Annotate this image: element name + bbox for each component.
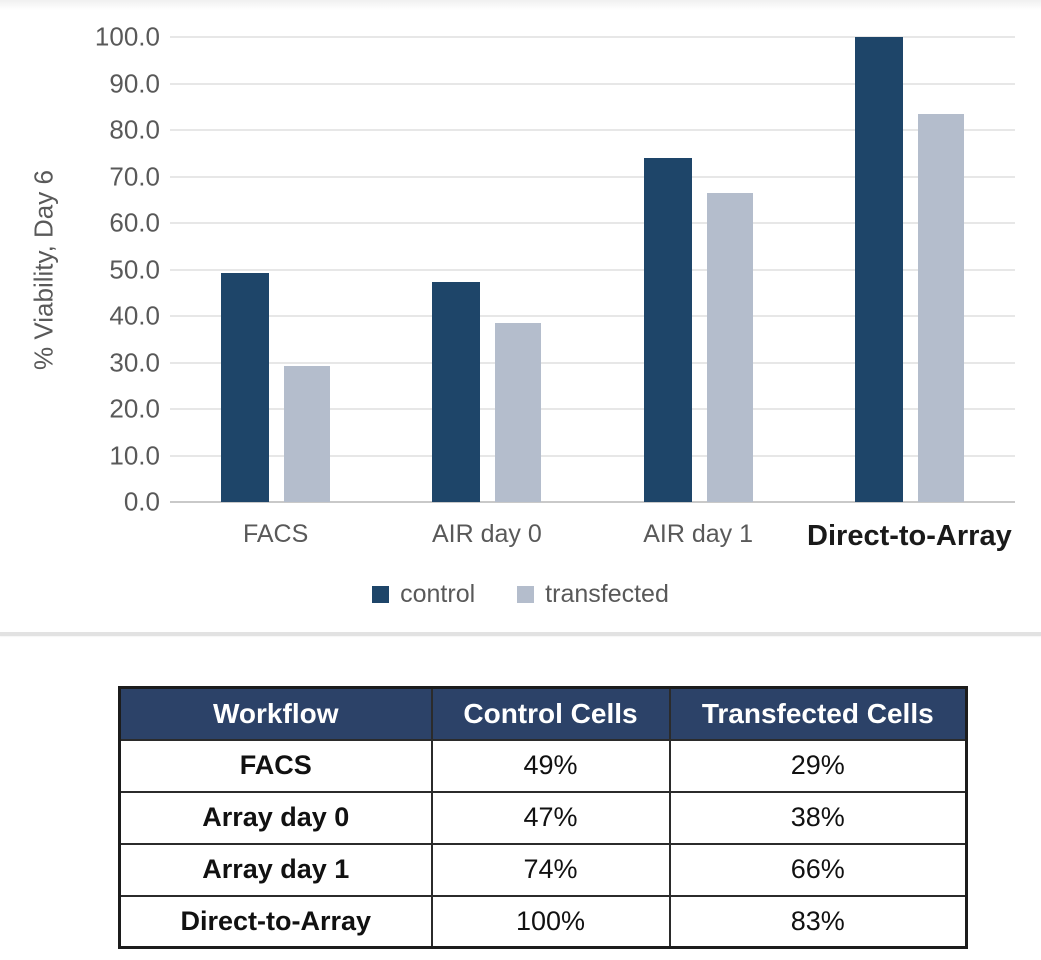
- bar-group-AIR day 0: [432, 282, 542, 502]
- cell-control-3: 100%: [430, 894, 671, 949]
- gridline-0: [170, 501, 1015, 503]
- legend-item-transfected: transfected: [517, 580, 669, 609]
- gridline-30: [170, 361, 1015, 364]
- bar-group-AIR day 1: [643, 157, 753, 502]
- bar-transfected-Direct-to-Array: [917, 113, 964, 502]
- x-label-AIR day 0: AIR day 0: [431, 520, 542, 548]
- y-tick-label-10: 10.0: [109, 440, 160, 470]
- y-tick-label-60: 60.0: [109, 207, 160, 238]
- y-tick-label-70: 70.0: [109, 161, 160, 191]
- legend-swatch-transfected: [517, 586, 535, 603]
- legend-swatch-control: [372, 586, 390, 603]
- y-tick-label-20: 20.0: [109, 393, 160, 424]
- table-row-Array day 1: Array day 1 74% 66%: [118, 842, 968, 897]
- plot-area: [170, 36, 1015, 503]
- bar-group-FACS: [221, 273, 331, 502]
- gridline-20: [170, 408, 1015, 410]
- cell-transfected-2: 66%: [668, 842, 968, 897]
- cell-transfected-0: 29%: [668, 738, 968, 793]
- gridline-40: [170, 315, 1015, 317]
- bar-control-Direct-to-Array: [854, 37, 903, 502]
- header-control-cells: Control Cells: [430, 686, 671, 741]
- table-header-row: Workflow Control Cells Transfected Cells: [118, 686, 968, 741]
- legend-item-control: control: [372, 580, 475, 609]
- y-tick-label-100: 100.0: [94, 21, 160, 52]
- legend-label-control: control: [400, 580, 476, 608]
- bar-transfected-AIR day 0: [495, 323, 542, 502]
- y-tick-label-80: 80.0: [109, 114, 160, 145]
- gridline-60: [170, 222, 1015, 224]
- cell-workflow-0: FACS: [118, 738, 433, 793]
- cell-transfected-3: 83%: [668, 894, 968, 949]
- cell-workflow-3: Direct-to-Array: [118, 894, 433, 949]
- x-label-AIR day 1: AIR day 1: [643, 520, 754, 548]
- chart-legend: control transfected: [0, 580, 1041, 609]
- y-tick-label-90: 90.0: [109, 68, 160, 98]
- y-tick-label-30: 30.0: [109, 347, 160, 377]
- y-axis-title: % Viability, Day 6: [28, 170, 59, 370]
- gridline-50: [170, 268, 1015, 271]
- gridline-100: [170, 36, 1015, 38]
- bar-transfected-FACS: [284, 366, 331, 502]
- cell-control-0: 49%: [430, 738, 671, 793]
- bar-group-Direct-to-Array: [854, 37, 964, 502]
- header-transfected-cells: Transfected Cells: [668, 686, 968, 741]
- table-row-FACS: FACS 49% 29%: [118, 738, 968, 793]
- bar-control-AIR day 1: [643, 157, 692, 502]
- section-divider: [0, 632, 1041, 636]
- gridline-70: [170, 175, 1015, 178]
- y-tick-label-0: 0.0: [123, 486, 160, 517]
- y-tick-label-40: 40.0: [109, 300, 160, 331]
- gridline-90: [170, 82, 1015, 85]
- cell-control-2: 74%: [430, 842, 671, 897]
- gridline-80: [170, 129, 1015, 131]
- bar-control-AIR day 0: [432, 282, 481, 502]
- x-label-Direct-to-Array: Direct-to-Array: [807, 520, 1012, 552]
- table-row-Direct-to-Array: Direct-to-Array 100% 83%: [118, 894, 968, 949]
- legend-label-transfected: transfected: [545, 580, 669, 608]
- table-row-Array day 0: Array day 0 47% 38%: [118, 790, 968, 845]
- bar-control-FACS: [221, 273, 270, 502]
- cell-workflow-1: Array day 0: [118, 790, 433, 845]
- bar-transfected-AIR day 1: [706, 193, 753, 502]
- cell-transfected-1: 38%: [668, 790, 968, 845]
- cell-workflow-2: Array day 1: [118, 842, 433, 897]
- header-workflow: Workflow: [118, 686, 433, 741]
- x-label-FACS: FACS: [242, 520, 309, 548]
- page-top-edge: [0, 0, 1041, 10]
- viability-bar-chart: % Viability, Day 6 0.0 10.0 20.0 30.0 40.0 50…: [0, 21, 1041, 609]
- cell-control-1: 47%: [430, 790, 671, 845]
- y-tick-label-50: 50.0: [109, 254, 160, 284]
- gridline-10: [170, 454, 1015, 457]
- viability-summary-table: Workflow Control Cells Transfected Cells…: [118, 686, 968, 949]
